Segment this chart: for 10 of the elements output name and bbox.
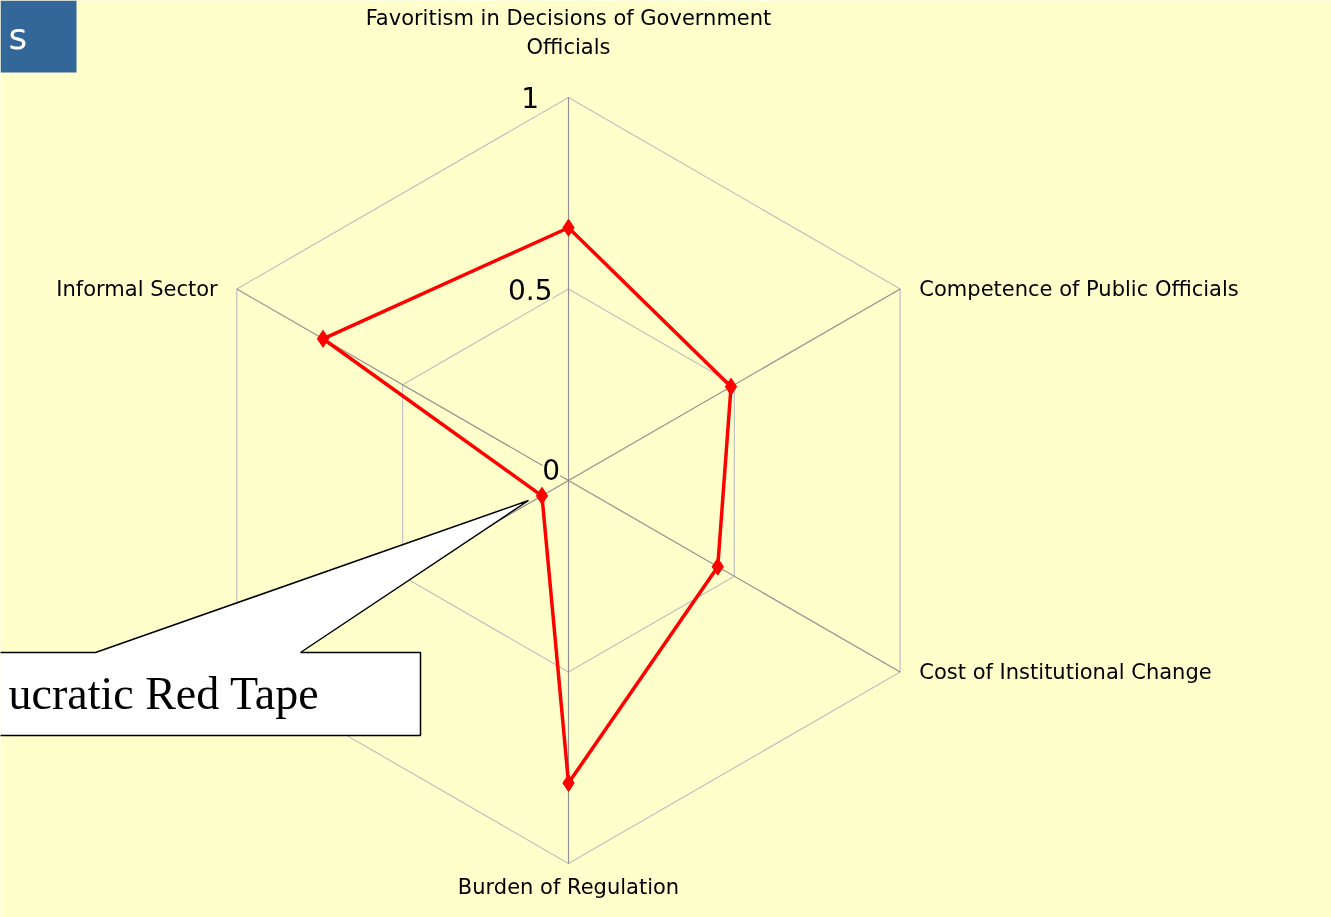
spoke-label: Competence of Public Officials [919, 277, 1239, 301]
spoke-label: Favoritism in Decisions of Government Officials [365, 6, 772, 60]
y-tick-label: 0 [542, 453, 561, 487]
y-tick-label: 0.5 [507, 273, 553, 307]
spoke-label: ucratic Red Tape [8, 668, 319, 719]
chart-title: s [8, 16, 28, 57]
y-tick-label: 1 [521, 82, 540, 115]
spoke-label: Burden of Regulation [457, 874, 680, 899]
spoke-label: Cost of Institutional Change [919, 660, 1212, 684]
spoke-label: Informal Sector [56, 277, 219, 301]
